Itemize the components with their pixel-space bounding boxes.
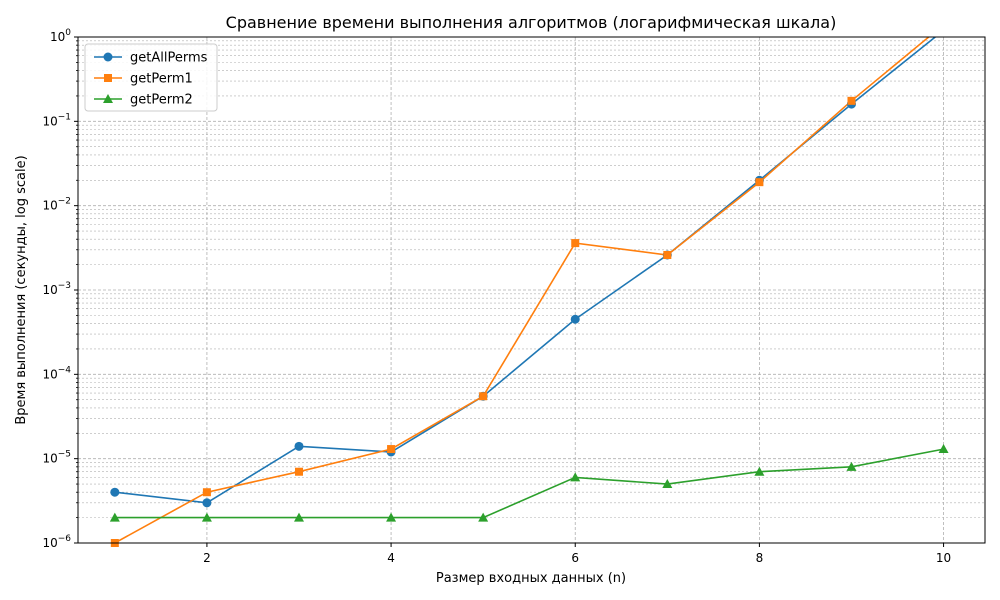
data-point-getPerm1 xyxy=(571,239,580,248)
series-layer xyxy=(114,37,944,543)
data-point-getPerm2 xyxy=(570,472,581,482)
legend: getAllPerms getPerm1 getPerm2 xyxy=(84,43,218,112)
data-point-getPerm2 xyxy=(662,479,673,489)
legend-marker xyxy=(104,74,112,82)
data-point-getPerm2 xyxy=(109,512,120,522)
data-point-getAllPerms xyxy=(570,314,580,324)
data-point-getPerm2 xyxy=(293,512,304,522)
y-tick-label: 10−1 xyxy=(42,112,71,128)
x-tick-label: 10 xyxy=(936,551,951,565)
y-tick-label: 10−4 xyxy=(42,365,71,381)
data-point-getPerm1 xyxy=(755,178,764,187)
data-point-getAllPerms xyxy=(202,498,212,508)
y-tick-label: 10−6 xyxy=(42,534,71,550)
data-point-getPerm1 xyxy=(294,467,303,476)
grid xyxy=(78,36,985,544)
x-tick-label: 4 xyxy=(387,551,395,565)
y-axis: 10−6 10−5 10−4 10−3 10−2 10−1 100 xyxy=(42,28,78,550)
x-tick-label: 6 xyxy=(571,551,579,565)
legend-label: getPerm2 xyxy=(130,93,193,108)
series-line-getPerm1 xyxy=(114,37,930,543)
data-point-getPerm2 xyxy=(846,461,857,471)
data-point-getAllPerms xyxy=(294,441,304,451)
data-point-getPerm1 xyxy=(663,251,672,260)
x-axis: 2 4 6 8 10 xyxy=(203,543,951,565)
data-point-getAllPerms xyxy=(110,487,120,497)
legend-label: getAllPerms xyxy=(130,51,208,66)
legend-label: getPerm1 xyxy=(130,72,193,87)
y-tick-label: 10−2 xyxy=(42,197,71,213)
markers-layer xyxy=(109,96,949,547)
series-line-getAllPerms xyxy=(114,37,937,504)
legend-box xyxy=(84,43,218,112)
legend-marker xyxy=(103,52,113,62)
y-tick-label: 10−5 xyxy=(42,450,71,466)
x-tick-label: 2 xyxy=(203,551,211,565)
y-tick-label: 10−3 xyxy=(42,281,71,297)
x-axis-label: Размер входных данных (n) xyxy=(436,571,626,586)
x-tick-label: 8 xyxy=(756,551,764,565)
data-point-getPerm2 xyxy=(386,512,397,522)
data-point-getPerm2 xyxy=(201,512,212,522)
data-point-getPerm2 xyxy=(938,444,949,454)
data-point-getPerm2 xyxy=(754,466,765,476)
legend-marker xyxy=(103,94,113,103)
data-point-getPerm1 xyxy=(847,96,856,105)
y-tick-label: 100 xyxy=(50,28,71,44)
data-point-getPerm1 xyxy=(202,488,211,497)
chart-title: Сравнение времени выполнения алгоритмов … xyxy=(226,13,837,32)
data-point-getPerm1 xyxy=(479,392,488,401)
series-line-getPerm2 xyxy=(114,448,944,519)
data-point-getPerm1 xyxy=(387,445,396,454)
y-axis-label: Время выполнения (секунды, log scale) xyxy=(14,155,29,424)
data-point-getPerm2 xyxy=(478,512,489,522)
